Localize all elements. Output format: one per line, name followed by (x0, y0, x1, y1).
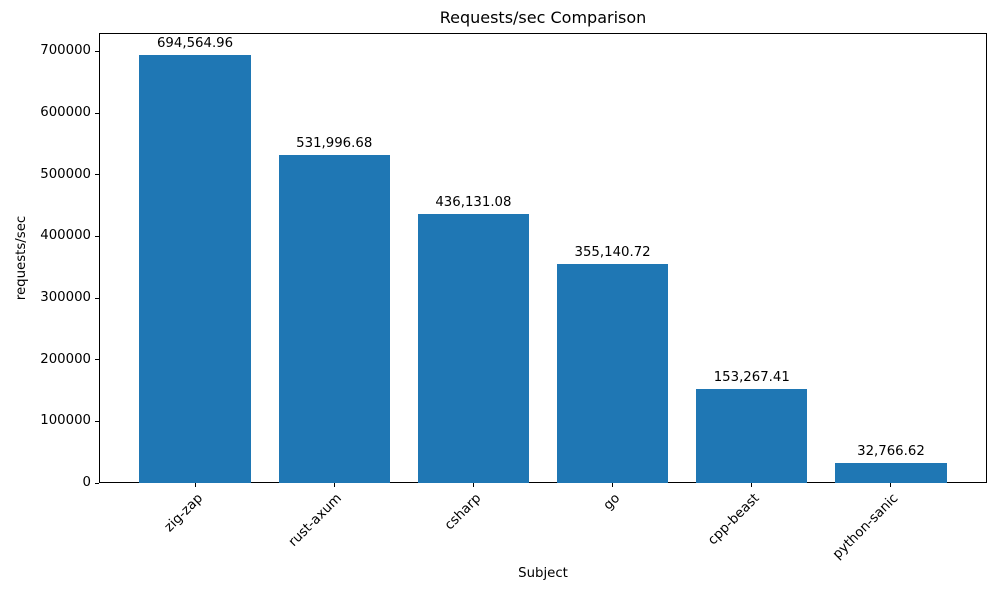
x-tick-mark (472, 483, 474, 487)
y-tick-mark (95, 112, 99, 114)
y-tick-mark (95, 50, 99, 52)
x-tick-label: rust-axum (285, 491, 345, 550)
x-tick-mark (890, 483, 892, 487)
bar-value-label: 436,131.08 (435, 195, 512, 211)
bar-csharp (417, 214, 530, 483)
x-tick-mark (333, 483, 335, 487)
bar-value-label: 153,267.41 (713, 369, 790, 385)
x-tick-mark (612, 483, 614, 487)
y-tick-label: 200000 (40, 351, 91, 367)
x-tick-label: go (600, 491, 624, 514)
x-tick-label: python-sanic (830, 491, 902, 563)
y-tick-label: 500000 (40, 166, 91, 182)
bar-go (556, 264, 669, 483)
y-tick-label: 0 (82, 475, 91, 490)
chart-title: Requests/sec Comparison (439, 8, 647, 27)
bar-value-label: 355,140.72 (574, 245, 651, 261)
y-tick-mark (95, 359, 99, 361)
y-tick-mark (95, 235, 99, 237)
y-tick-mark (95, 174, 99, 176)
x-tick-label: zig-zap (161, 491, 206, 536)
bar-cpp-beast (696, 388, 808, 483)
x-tick-label: csharp (441, 491, 485, 534)
y-tick-mark (95, 420, 99, 422)
bar-rust-axum (278, 155, 390, 483)
y-tick-mark (95, 482, 99, 484)
x-axis-label: Subject (518, 566, 568, 581)
bar-value-label: 694,564.96 (156, 35, 234, 51)
y-tick-label: 600000 (40, 105, 91, 121)
x-tick-label: cpp-beast (705, 491, 763, 549)
x-tick-mark (194, 483, 196, 487)
y-tick-label: 300000 (40, 290, 91, 306)
y-tick-label: 400000 (40, 228, 91, 244)
bar-value-label: 32,766.62 (857, 443, 925, 459)
bar-zig-zap (139, 54, 251, 483)
y-tick-mark (95, 297, 99, 299)
y-tick-label: 100000 (40, 413, 91, 429)
bar-value-label: 531,996.68 (296, 136, 373, 152)
bar-python-sanic (835, 462, 947, 483)
y-tick-label: 700000 (40, 43, 91, 59)
x-tick-mark (751, 483, 753, 487)
